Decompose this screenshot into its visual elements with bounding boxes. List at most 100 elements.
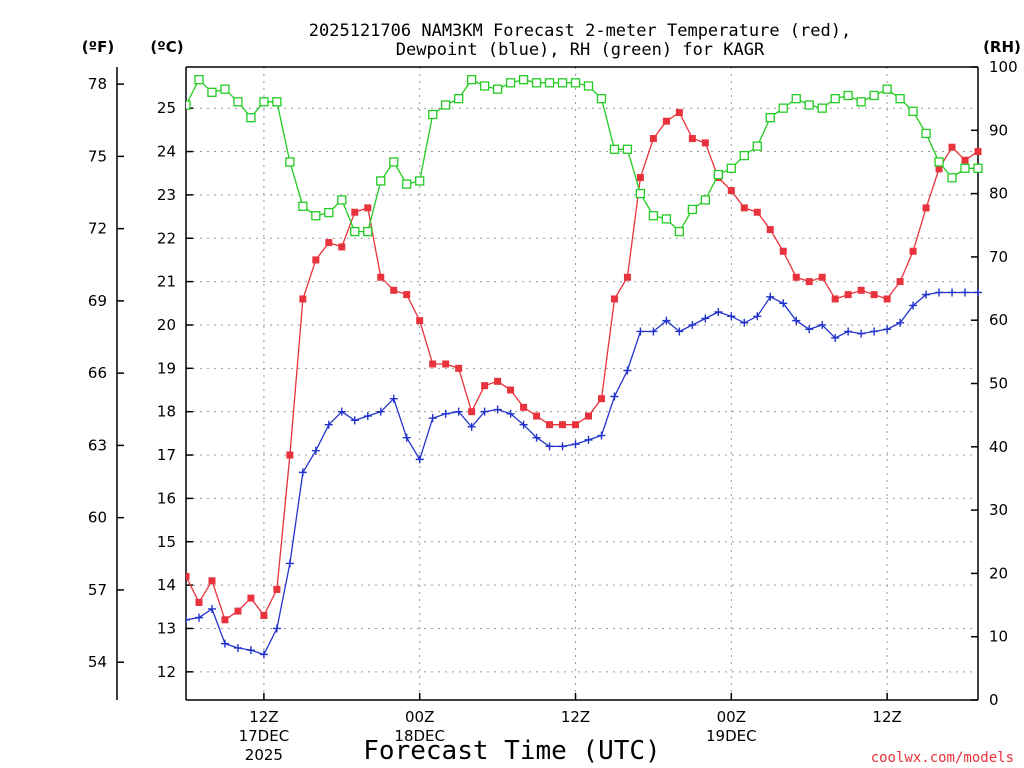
series-dewpoint bbox=[186, 288, 982, 659]
series-line-dewpoint bbox=[186, 291, 978, 656]
fahrenheit-tick-label: 60 bbox=[88, 509, 107, 527]
temperature-point bbox=[636, 174, 644, 182]
rh-tick-label: 0 bbox=[989, 691, 999, 709]
rh-point bbox=[207, 87, 217, 97]
dewpoint-point bbox=[350, 416, 359, 425]
rh-point bbox=[505, 78, 516, 88]
dewpoint-point bbox=[480, 407, 489, 416]
dewpoint-point bbox=[818, 320, 827, 329]
temperature-point bbox=[597, 395, 605, 403]
dewpoint-point bbox=[961, 288, 970, 297]
dewpoint-point bbox=[779, 299, 788, 308]
dewpoint-point bbox=[186, 615, 190, 624]
rh-point bbox=[428, 109, 438, 120]
dewpoint-point bbox=[441, 409, 450, 418]
rh-point bbox=[246, 112, 256, 123]
temperature-point bbox=[377, 273, 385, 281]
series-temperature bbox=[186, 109, 982, 624]
temperature-point bbox=[234, 607, 242, 615]
temperature-point bbox=[546, 421, 554, 429]
rh-point bbox=[687, 204, 698, 215]
rh-point bbox=[752, 141, 762, 151]
fahrenheit-axis: 54 57 60 63 66 69 72 75 78 bbox=[88, 67, 124, 700]
temperature-point bbox=[883, 295, 891, 303]
data-series bbox=[186, 75, 983, 659]
rh-tick-label: 10 bbox=[989, 628, 1008, 646]
temperature-point bbox=[610, 295, 618, 303]
temperature-point bbox=[688, 135, 696, 143]
temperature-point bbox=[831, 295, 839, 303]
dewpoint-point bbox=[389, 394, 398, 403]
rh-point bbox=[895, 94, 905, 104]
dewpoint-point bbox=[753, 312, 762, 321]
rh-axis: 0 10 20 30 40 50 60 70 80 90 100 bbox=[971, 58, 1018, 709]
rh-point bbox=[531, 78, 542, 88]
temperature-point bbox=[870, 291, 878, 299]
date-tick-label: 17DEC bbox=[239, 727, 290, 745]
dewpoint-point bbox=[259, 650, 268, 659]
temperature-point bbox=[455, 364, 463, 372]
temperature-point bbox=[481, 382, 489, 390]
rh-tick-label: 40 bbox=[989, 438, 1008, 456]
celsius-tick-label: 22 bbox=[157, 229, 176, 247]
temperature-point bbox=[338, 243, 346, 251]
celsius-tick-label: 14 bbox=[157, 576, 176, 594]
dewpoint-point bbox=[740, 318, 749, 327]
temperature-point bbox=[727, 187, 735, 195]
rh-point bbox=[596, 94, 607, 104]
dewpoint-point bbox=[675, 327, 684, 336]
temperature-point bbox=[792, 273, 800, 281]
dewpoint-point bbox=[454, 407, 463, 416]
temperature-point bbox=[896, 278, 904, 286]
rh-tick-label: 80 bbox=[989, 185, 1008, 203]
rh-point bbox=[882, 84, 892, 94]
rh-tick-label: 100 bbox=[989, 58, 1018, 76]
rh-tick-label: 20 bbox=[989, 564, 1008, 582]
dewpoint-point bbox=[766, 292, 775, 301]
time-tick-label: 00Z bbox=[405, 708, 434, 726]
dewpoint-point bbox=[298, 468, 307, 477]
rh-point bbox=[791, 94, 801, 104]
rh-tick-label: 60 bbox=[989, 311, 1008, 329]
rh-tick-label: 50 bbox=[989, 375, 1008, 393]
rh-point bbox=[700, 195, 710, 205]
temperature-point bbox=[753, 208, 761, 216]
temperature-point bbox=[186, 572, 190, 580]
temperature-point bbox=[844, 291, 852, 299]
time-tick-label: 12Z bbox=[249, 708, 278, 726]
temperature-point bbox=[442, 360, 450, 368]
rh-point bbox=[376, 176, 386, 186]
chart-title-line2: Dewpoint (blue), RH (green) for KAGR bbox=[396, 40, 765, 60]
temperature-point bbox=[507, 386, 515, 394]
fahrenheit-tick-label: 72 bbox=[88, 220, 107, 238]
rh-unit-label: (RH) bbox=[983, 38, 1021, 56]
temperature-point bbox=[935, 165, 943, 173]
temperature-point bbox=[299, 295, 307, 303]
temperature-point bbox=[429, 360, 437, 368]
dewpoint-point bbox=[649, 327, 658, 336]
rh-point bbox=[441, 100, 451, 110]
rh-point bbox=[233, 97, 243, 107]
dewpoint-point bbox=[948, 288, 957, 297]
rh-point bbox=[557, 78, 568, 88]
temperature-point bbox=[701, 139, 709, 147]
celsius-tick-label: 17 bbox=[157, 446, 176, 464]
rh-point bbox=[908, 106, 918, 116]
rh-point bbox=[324, 207, 334, 218]
rh-point bbox=[194, 75, 204, 85]
rh-point bbox=[479, 81, 490, 91]
temperature-point bbox=[805, 278, 813, 286]
celsius-tick-label: 16 bbox=[157, 489, 176, 507]
temperature-point bbox=[922, 204, 930, 212]
rh-point bbox=[869, 90, 879, 101]
dewpoint-point bbox=[883, 325, 892, 334]
rh-point bbox=[726, 163, 736, 173]
rh-point bbox=[973, 163, 983, 173]
dewpoint-point bbox=[532, 433, 541, 442]
celsius-tick-label: 25 bbox=[157, 99, 176, 117]
rh-point bbox=[363, 226, 373, 237]
dewpoint-point bbox=[623, 366, 632, 375]
time-tick-label: 12Z bbox=[561, 708, 590, 726]
celsius-tick-label: 24 bbox=[157, 143, 176, 161]
